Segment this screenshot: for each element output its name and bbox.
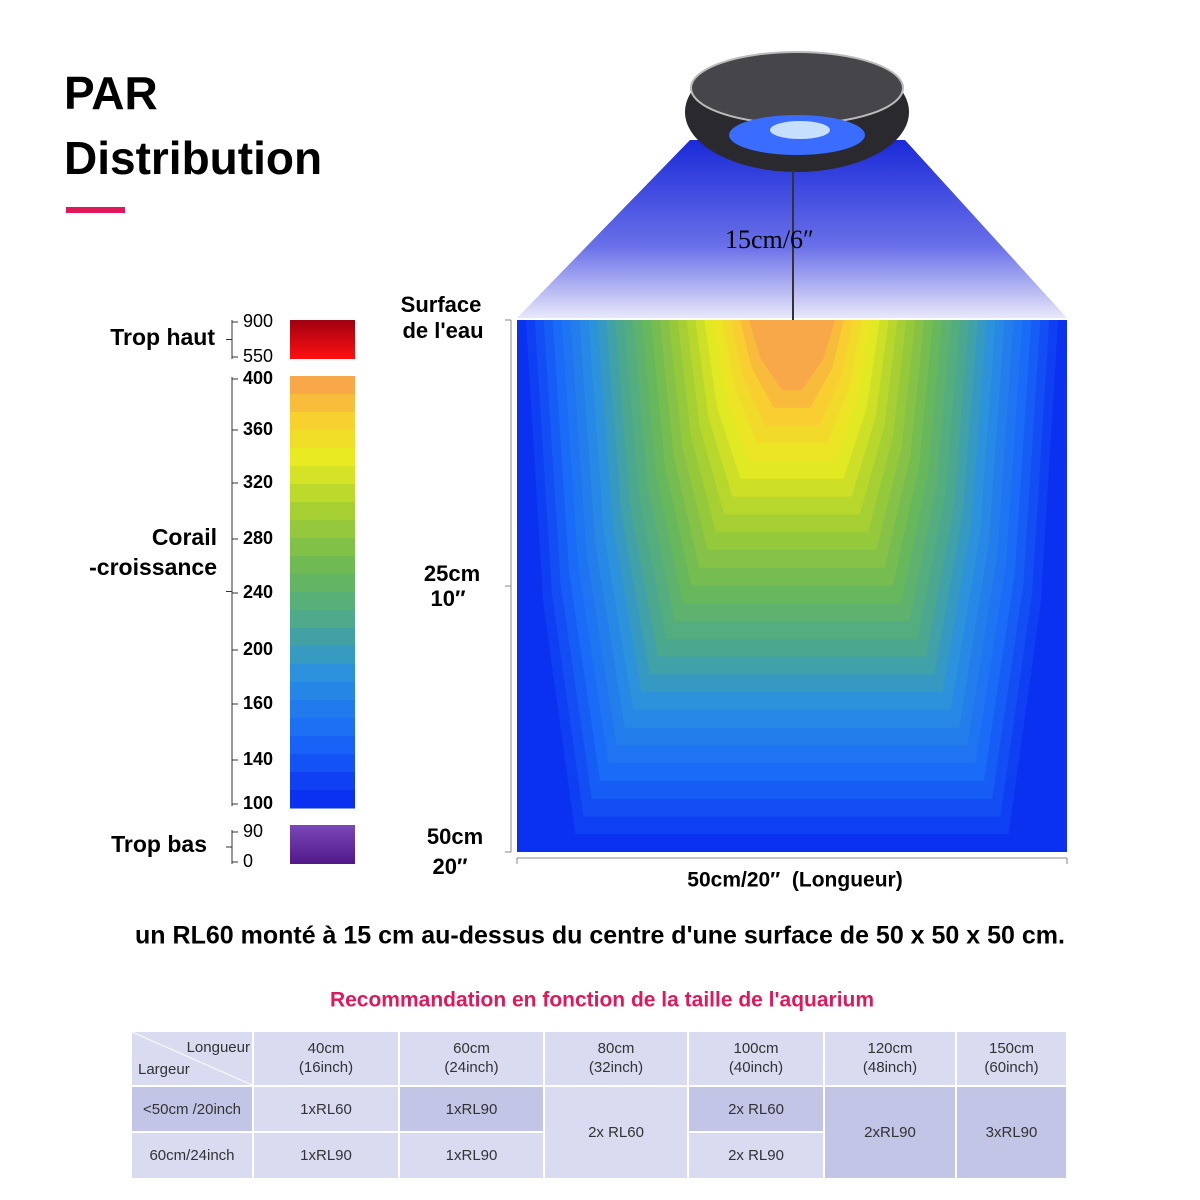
depth-label: 10″ (430, 586, 465, 611)
ramp-step (290, 646, 355, 665)
ramp-step (290, 664, 355, 683)
depth-label: 50cm (427, 824, 483, 849)
size: 60cm (453, 1040, 490, 1058)
lamp-led (770, 121, 830, 139)
ramp-step (290, 718, 355, 737)
scale-tick-label: 360 (243, 419, 273, 439)
caption: un RL60 monté à 15 cm au-dessus du centr… (135, 922, 1065, 950)
scale-tick-label: 140 (243, 749, 273, 769)
cell: 1xRL90 (398, 1131, 545, 1180)
ramp-step (290, 754, 355, 773)
scale-tick-label: 90 (243, 821, 263, 841)
scale-tick-label: 320 (243, 472, 273, 492)
corner-cell: Longueur Largeur (130, 1030, 254, 1087)
size: (60inch) (984, 1059, 1039, 1077)
scale-tick-label: 160 (243, 693, 273, 713)
ramp-step (290, 592, 355, 611)
scale-tick-label: 900 (243, 311, 273, 331)
recommendation-table: Longueur Largeur 40cm (16inch) 60cm (24inch… (130, 1030, 1068, 1181)
cell: 2xRL90 (823, 1084, 957, 1181)
ramp-step (290, 394, 355, 413)
ramp-step (290, 448, 355, 467)
size: 150cm (988, 1040, 1035, 1058)
cell: 1xRL90 (398, 1084, 545, 1134)
cell: 2x RL60 (543, 1084, 689, 1181)
ramp-step (290, 520, 355, 539)
cell: 2x RL90 (687, 1131, 825, 1180)
size: 100cm (733, 1040, 779, 1058)
ramp-step (290, 412, 355, 431)
accent-bar (66, 207, 125, 213)
title: Distribution (64, 132, 322, 184)
scale-group-label: Trop haut (110, 324, 215, 350)
table-title: Recommandation en fonction de la taille … (330, 989, 874, 1012)
ramp-step (290, 682, 355, 701)
ramp-step (290, 430, 355, 449)
scale-tick-label: 550 (243, 346, 273, 366)
ramp-step (290, 790, 355, 809)
cell: 2x RL60 (687, 1084, 825, 1134)
ramp-step (290, 538, 355, 557)
scale-tick-label: 0 (243, 851, 253, 871)
scale-tick-label: 200 (243, 639, 273, 659)
title: PAR (64, 67, 158, 119)
size: 80cm (597, 1040, 635, 1058)
ramp-step (290, 466, 355, 485)
ramp-step (290, 502, 355, 521)
size: (40inch) (728, 1059, 784, 1077)
scale-group-label: -croissance (89, 554, 217, 580)
scale-growth (290, 376, 355, 809)
column-axis-label: Longueur (186, 1039, 250, 1056)
ramp-step (290, 772, 355, 791)
ramp-step (290, 610, 355, 629)
ramp-step (290, 376, 355, 395)
length-label: 50cm/20″ (Longueur) (687, 869, 902, 892)
scale-group-label: Corail (152, 524, 217, 550)
surface-label: Surface (401, 292, 482, 317)
scale-high (290, 320, 355, 359)
column-header: 100cm (40inch) (687, 1030, 825, 1087)
size: (48inch) (862, 1059, 918, 1077)
size: 120cm (867, 1040, 913, 1058)
ramp-step (290, 556, 355, 575)
row-header: 60cm/24inch (130, 1131, 254, 1180)
ramp-step (290, 736, 355, 755)
column-header: 150cm (60inch) (955, 1030, 1068, 1087)
scale-tick-label: 400 (243, 368, 273, 388)
column-header: 120cm (48inch) (823, 1030, 957, 1087)
par-map (517, 320, 1067, 852)
cell: 3xRL90 (955, 1084, 1068, 1181)
surface-label: de l'eau (402, 318, 483, 343)
ramp-step (290, 574, 355, 593)
contour (749, 320, 835, 390)
column-header: 40cm (16inch) (252, 1030, 400, 1087)
depth-label: 20″ (432, 854, 467, 879)
ramp-step (290, 700, 355, 719)
size: 40cm (307, 1040, 345, 1058)
scale-tick-label: 100 (243, 793, 273, 813)
cell: 1xRL60 (252, 1084, 400, 1134)
size: (32inch) (588, 1059, 644, 1077)
infographic: PAR Distribution 15cm/6″ Surface de l'ea… (64, 51, 1068, 1012)
height-label: 15cm/6″ (725, 225, 814, 254)
depth-label: 25cm (424, 561, 480, 586)
ramp-step (290, 628, 355, 647)
row-axis-label: Largeur (138, 1060, 190, 1078)
column-header: 60cm (24inch) (398, 1030, 545, 1087)
column-header: 80cm (32inch) (543, 1030, 689, 1087)
size: (24inch) (444, 1059, 499, 1077)
row-header: <50cm /20inch (130, 1084, 254, 1134)
scale-tick-label: 280 (243, 528, 273, 548)
scale-tick-label: 240 (243, 582, 273, 602)
scale-low (290, 825, 355, 864)
cell: 1xRL90 (252, 1131, 400, 1180)
scale-group-label: Trop bas (111, 831, 207, 857)
lamp-top (690, 51, 904, 125)
ramp-step (290, 484, 355, 503)
size: (16inch) (298, 1059, 354, 1077)
